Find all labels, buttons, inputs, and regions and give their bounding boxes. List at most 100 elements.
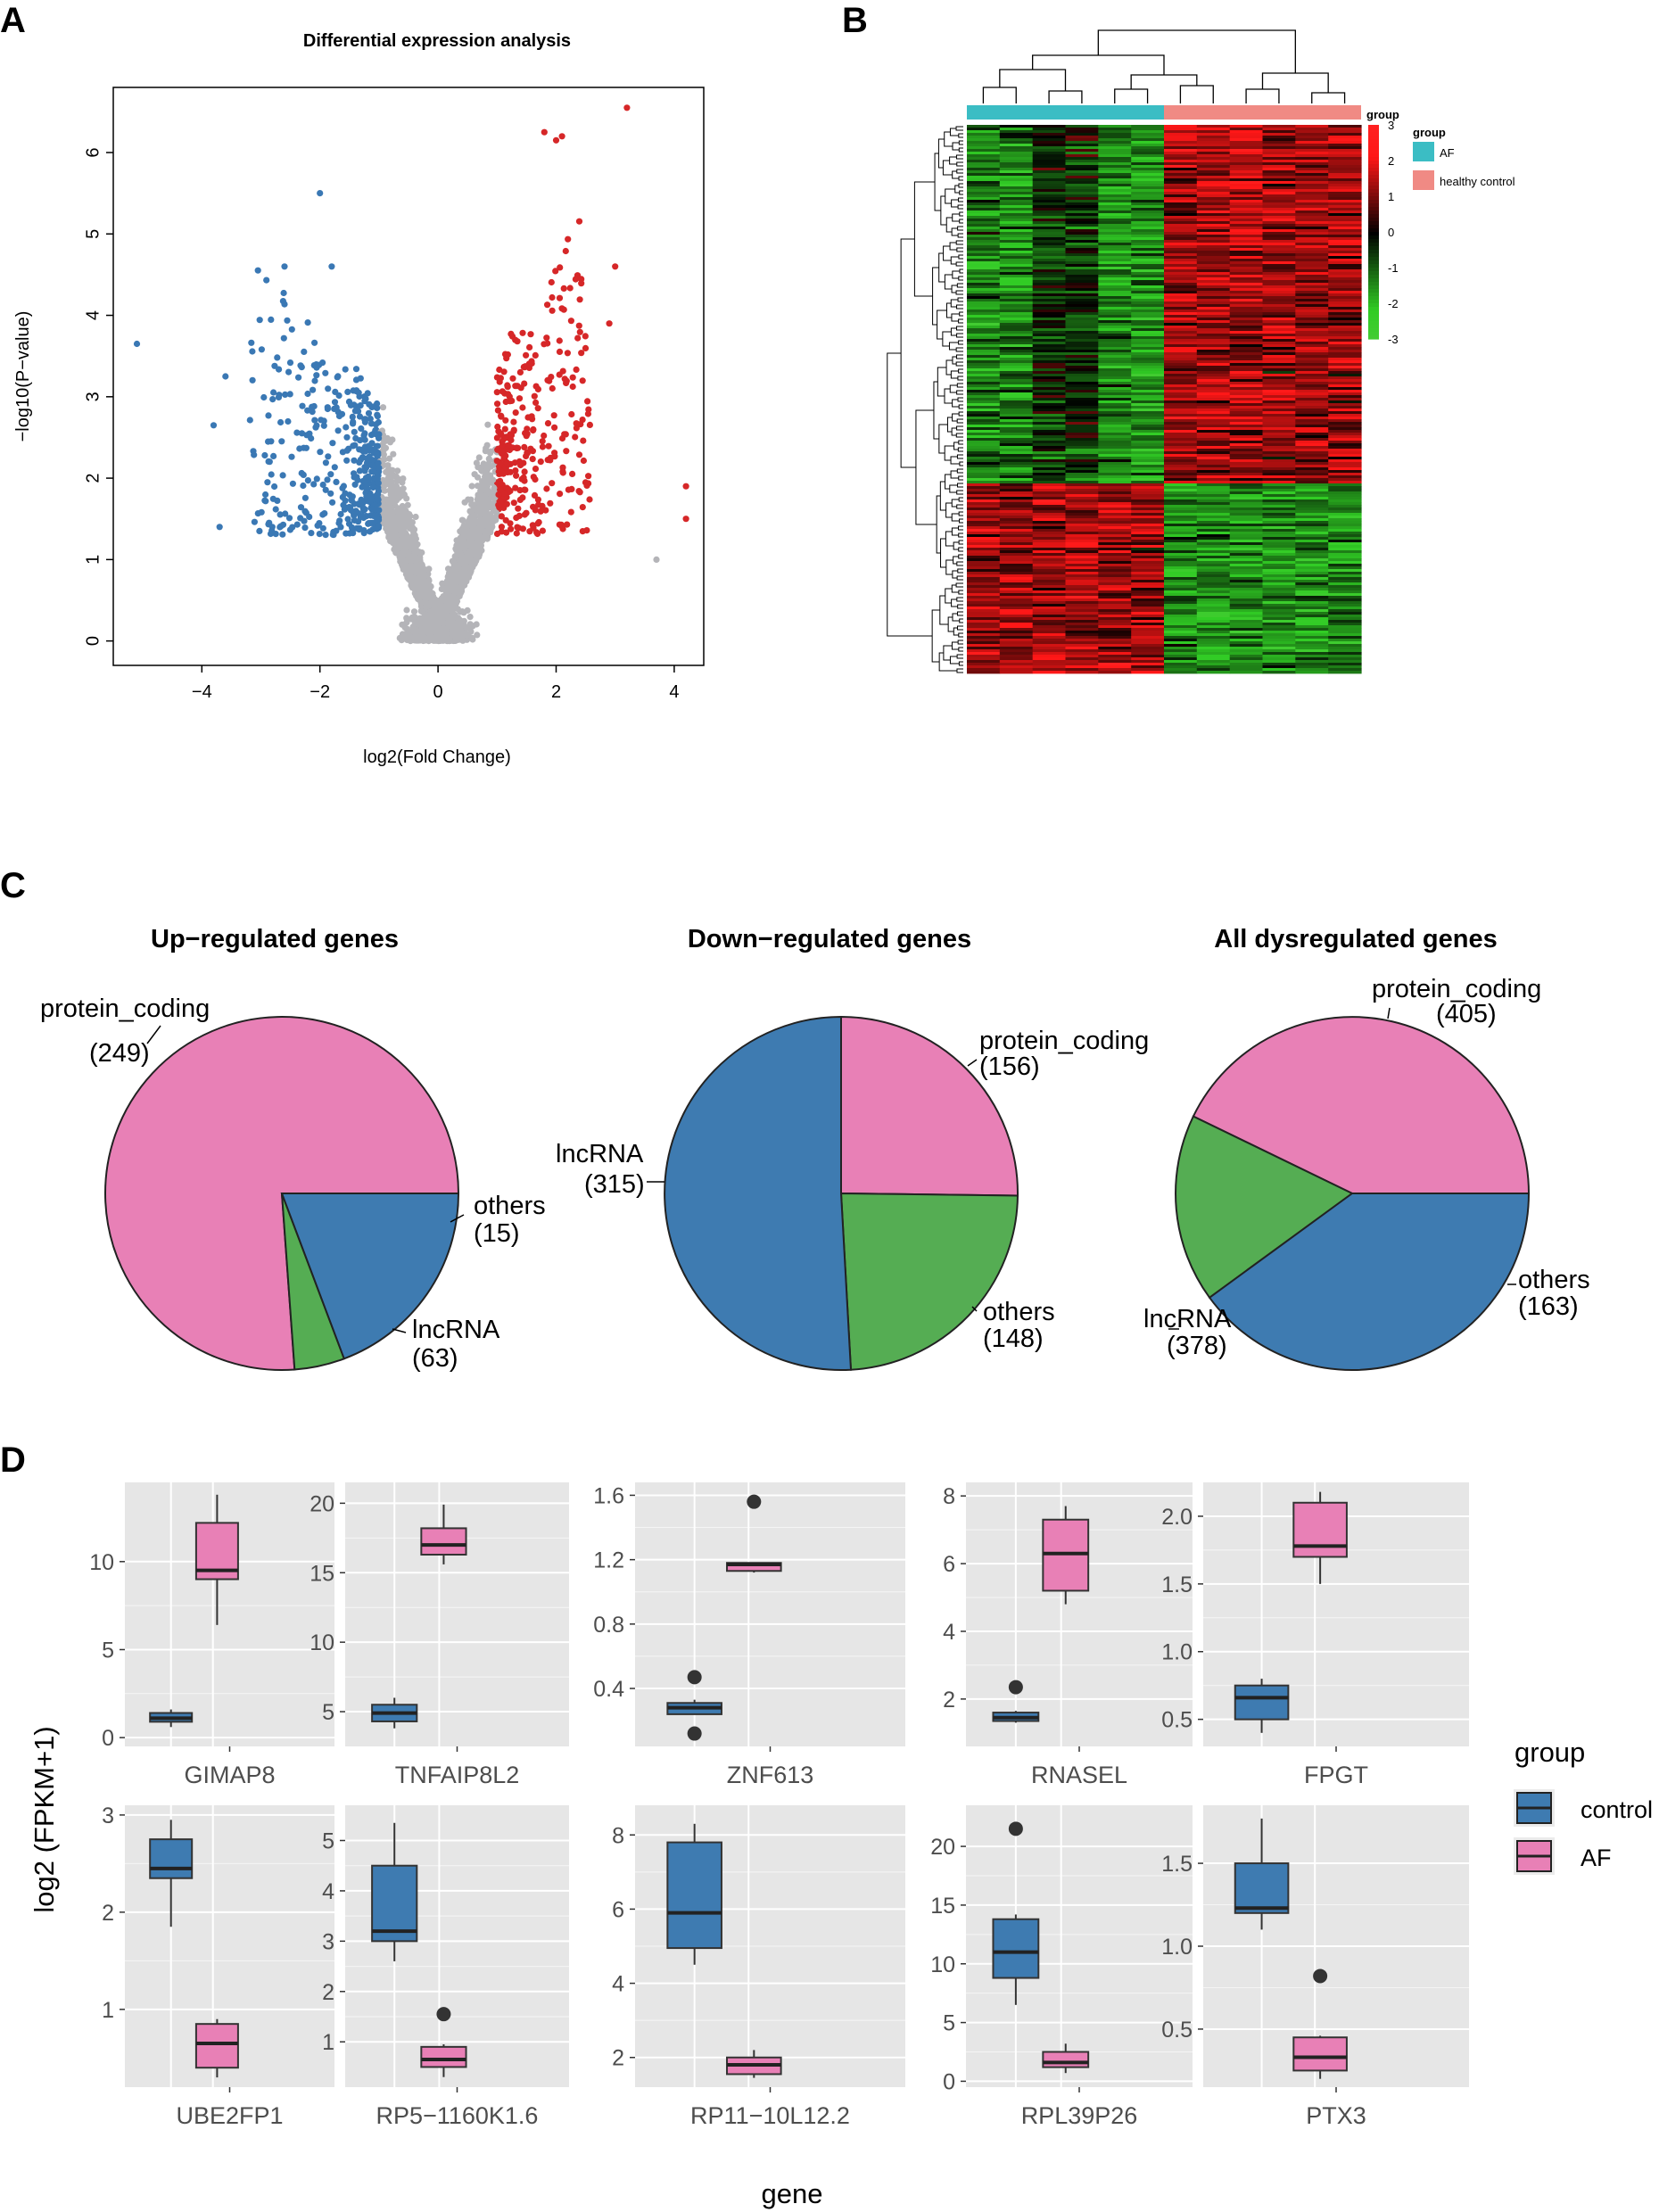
heatmap-cell: [1131, 296, 1165, 300]
heatmap-cell: [1164, 285, 1198, 289]
heatmap-cell: [1295, 275, 1329, 278]
heatmap-cell: [1131, 170, 1165, 174]
heatmap-cell: [1262, 285, 1296, 289]
row-dendro-branch: [943, 645, 953, 661]
heatmap-cell: [1295, 213, 1329, 217]
heatmap-cell: [1032, 197, 1067, 201]
volcano-point: [543, 485, 550, 492]
heatmap-cell: [1262, 181, 1296, 185]
volcano-point: [274, 497, 281, 505]
heatmap-cell: [1098, 200, 1132, 203]
row-dendro-branch: [958, 276, 963, 281]
volcano-point: [343, 433, 351, 441]
volcano-point: [285, 417, 292, 425]
heatmap-cell: [1196, 227, 1231, 230]
volcano-point: [425, 626, 433, 633]
heatmap-cell: [1065, 275, 1099, 278]
heatmap-cell: [1131, 259, 1165, 262]
volcano-point: [418, 578, 425, 585]
volcano-point: [368, 462, 376, 469]
heatmap-cell: [1032, 235, 1067, 238]
volcano-point: [322, 459, 329, 466]
heatmap-cell: [999, 259, 1034, 262]
heatmap-cell: [1262, 253, 1296, 257]
heatmap-cell: [1164, 173, 1198, 177]
heatmap-cell: [999, 213, 1034, 217]
heatmap-cell: [1131, 237, 1165, 241]
col-dendro-branch: [1097, 29, 1296, 73]
col-dendro-branch: [1130, 74, 1198, 89]
volcano-point: [310, 402, 318, 410]
heatmap-cell: [1032, 291, 1067, 294]
heatmap-cell: [1262, 235, 1296, 238]
heatmap-cell: [967, 301, 1001, 305]
row-dendro-branch: [944, 131, 953, 147]
row-dendro-branch: [955, 261, 963, 267]
heatmap-cell: [967, 165, 1001, 169]
volcano-point: [547, 499, 554, 507]
volcano-point: [337, 510, 344, 518]
heatmap-cell: [1328, 178, 1362, 182]
volcano-point: [280, 289, 287, 297]
heatmap-cell: [1328, 256, 1362, 260]
heatmap-cell: [1164, 280, 1198, 284]
heatmap-cell: [967, 125, 1001, 128]
heatmap-cell: [967, 277, 1001, 281]
row-dendro-branch: [940, 538, 946, 568]
heatmap-cell: [1196, 280, 1231, 284]
volcano-point: [482, 448, 490, 455]
heatmap-cell: [1229, 168, 1264, 171]
row-dendro-branch: [959, 211, 963, 217]
heatmap-cell: [1295, 245, 1329, 249]
heatmap-cell: [999, 253, 1034, 257]
volcano-point: [352, 366, 360, 373]
volcano-point: [293, 429, 301, 436]
row-dendro-branch: [951, 499, 960, 508]
heatmap-cell: [1262, 125, 1296, 128]
heatmap-cell: [1328, 277, 1362, 281]
heatmap-cell: [1065, 128, 1099, 131]
heatmap-cell: [999, 248, 1034, 252]
heatmap-cell: [999, 293, 1034, 297]
volcano-point: [271, 483, 278, 491]
volcano-point: [356, 467, 363, 475]
row-dendro-branch: [942, 160, 953, 176]
volcano-point: [498, 513, 506, 520]
heatmap-cell: [1229, 186, 1264, 190]
heatmap-cell: [1328, 237, 1362, 241]
heatmap-cell: [1196, 173, 1231, 177]
row-dendro-branch: [958, 411, 963, 417]
heatmap-cell: [1065, 216, 1099, 219]
volcano-point: [367, 528, 374, 535]
heatmap-cell: [1065, 301, 1099, 305]
volcano-point: [559, 464, 566, 471]
heatmap-cell: [1164, 178, 1198, 182]
heatmap-cell: [1065, 224, 1099, 227]
heatmap-cell: [1196, 200, 1231, 203]
heatmap-cell: [967, 267, 1001, 270]
volcano-point: [463, 573, 471, 580]
heatmap-cell: [1098, 240, 1132, 243]
heatmap-cell: [1229, 173, 1264, 177]
heatmap-cell: [1328, 285, 1362, 289]
heatmap-cell: [1328, 283, 1362, 286]
heatmap-cell: [1229, 178, 1264, 182]
volcano-point: [319, 511, 326, 518]
heatmap-cell: [1131, 157, 1165, 161]
heatmap-cell: [999, 141, 1034, 144]
heatmap-cell: [967, 235, 1001, 238]
heatmap-cell: [1131, 288, 1165, 292]
row-dendro-branch: [940, 195, 947, 226]
heatmap-cell: [999, 130, 1034, 134]
heatmap-cell: [1131, 213, 1165, 217]
volcano-point: [410, 608, 418, 615]
heatmap-cell: [999, 237, 1034, 241]
heatmap-cell: [1328, 213, 1362, 217]
heatmap-cell: [1098, 243, 1132, 246]
heatmap-cell: [999, 224, 1034, 227]
heatmap-cell: [1229, 267, 1264, 270]
row-dendro-branch: [957, 397, 963, 402]
heatmap-cell: [1295, 219, 1329, 222]
col-dendro-branch: [1032, 54, 1165, 75]
heatmap-cell: [1164, 245, 1198, 249]
